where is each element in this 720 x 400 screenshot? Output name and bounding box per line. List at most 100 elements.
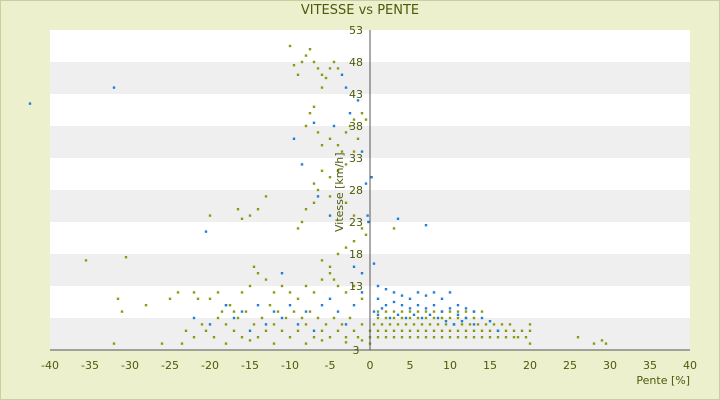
data-point-series-a xyxy=(332,278,336,281)
data-point-series-b xyxy=(488,320,492,323)
data-point-series-a xyxy=(204,329,208,332)
data-point-series-a xyxy=(500,323,504,326)
data-point-series-a xyxy=(352,284,356,288)
axes xyxy=(50,30,690,351)
data-point-series-a xyxy=(376,329,380,332)
data-point-series-a xyxy=(512,336,516,339)
data-point-series-a xyxy=(120,310,124,313)
data-point-series-b xyxy=(384,288,388,291)
data-point-series-a xyxy=(416,316,420,320)
data-point-series-b xyxy=(366,214,369,217)
chart-title: VITESSE vs PENTE xyxy=(300,3,420,18)
data-point-series-a xyxy=(364,233,368,236)
data-point-series-a xyxy=(344,341,348,344)
y-tick-label: 18 xyxy=(349,248,363,261)
data-point-series-a xyxy=(456,310,460,313)
data-point-series-a xyxy=(352,329,356,332)
data-point-series-b xyxy=(440,310,444,313)
data-point-series-a xyxy=(432,336,436,339)
data-point-series-a xyxy=(288,44,292,48)
data-point-series-a xyxy=(404,323,408,326)
data-point-series-b xyxy=(300,163,304,166)
data-point-series-a xyxy=(320,259,324,262)
data-point-series-a xyxy=(384,310,388,313)
data-point-series-a xyxy=(432,316,436,320)
data-point-series-a xyxy=(320,73,324,76)
data-point-series-a xyxy=(480,329,484,332)
data-point-series-a xyxy=(224,323,228,326)
data-point-series-a xyxy=(240,291,244,294)
data-point-series-a xyxy=(440,336,444,339)
data-point-series-b xyxy=(352,304,356,307)
data-point-series-b xyxy=(496,329,500,332)
y-tick-labels: 3 13 18 23 28 33 38 43 48 53 xyxy=(349,24,363,357)
data-point-series-a xyxy=(312,60,316,64)
data-point-series-a xyxy=(352,118,356,121)
data-point-series-a xyxy=(356,137,360,140)
data-point-series-a xyxy=(320,169,324,172)
data-point-series-b xyxy=(480,316,484,320)
data-point-series-a xyxy=(344,201,348,204)
data-point-series-a xyxy=(348,316,352,320)
data-point-series-a xyxy=(384,316,388,320)
data-point-series-a xyxy=(280,284,284,288)
data-point-series-b xyxy=(264,323,268,326)
data-point-series-a xyxy=(244,310,248,313)
data-point-series-a xyxy=(344,291,348,294)
data-point-series-a xyxy=(400,329,404,332)
data-point-series-a xyxy=(424,336,428,339)
data-point-series-b xyxy=(436,316,440,320)
data-point-series-a xyxy=(528,329,532,332)
y-tick-label: 53 xyxy=(349,24,363,37)
data-point-series-a xyxy=(336,169,340,172)
data-point-series-b xyxy=(240,310,244,313)
x-tick-label: -5 xyxy=(325,359,336,372)
x-tick-label: -20 xyxy=(201,359,219,372)
data-point-series-a xyxy=(352,240,356,243)
data-point-series-a xyxy=(344,131,348,134)
data-point-series-b xyxy=(424,224,428,227)
data-point-series-a xyxy=(336,284,340,288)
data-point-series-b xyxy=(344,323,348,326)
data-point-series-a xyxy=(456,316,460,320)
data-point-series-a xyxy=(312,201,316,204)
data-point-series-b xyxy=(432,291,436,294)
data-point-series-a xyxy=(296,297,300,300)
data-point-series-b xyxy=(360,291,364,294)
data-point-series-b xyxy=(312,121,316,124)
data-point-series-b xyxy=(316,195,320,198)
data-point-series-a xyxy=(228,304,232,307)
data-point-series-b xyxy=(348,112,352,115)
data-point-series-b xyxy=(416,291,420,294)
data-point-series-a xyxy=(328,176,332,179)
data-point-series-a xyxy=(208,214,212,217)
y-tick-label: 48 xyxy=(349,56,363,69)
data-point-series-a xyxy=(448,329,452,332)
data-point-series-a xyxy=(316,131,320,134)
data-point-series-a xyxy=(260,316,264,320)
y-tick-label: 23 xyxy=(349,216,363,229)
data-point-series-a xyxy=(460,323,464,326)
data-point-series-a xyxy=(448,316,452,320)
data-point-series-b xyxy=(452,323,456,326)
data-point-series-a xyxy=(524,336,528,339)
x-tick-labels: -40 -35 -30 -25 -20 -15 -10 -5 0 5 10 15 20 25 30 35 40 xyxy=(41,359,697,372)
data-point-series-a xyxy=(320,339,324,342)
data-point-series-a xyxy=(472,336,476,339)
data-point-series-b xyxy=(360,272,364,275)
data-point-series-a xyxy=(488,329,492,332)
data-point-series-a xyxy=(312,182,316,185)
data-point-series-a xyxy=(392,227,396,230)
data-point-series-b xyxy=(224,304,228,307)
data-point-series-a xyxy=(176,291,180,294)
data-point-series-a xyxy=(336,329,340,332)
data-point-series-a xyxy=(352,214,356,217)
data-point-series-a xyxy=(308,310,312,313)
data-point-series-a xyxy=(592,342,596,345)
data-point-series-b xyxy=(408,297,412,300)
data-point-series-a xyxy=(336,67,340,70)
data-point-series-b xyxy=(396,217,400,220)
data-point-series-a xyxy=(340,150,344,153)
data-point-series-a xyxy=(424,316,428,320)
data-point-series-a xyxy=(448,336,452,339)
